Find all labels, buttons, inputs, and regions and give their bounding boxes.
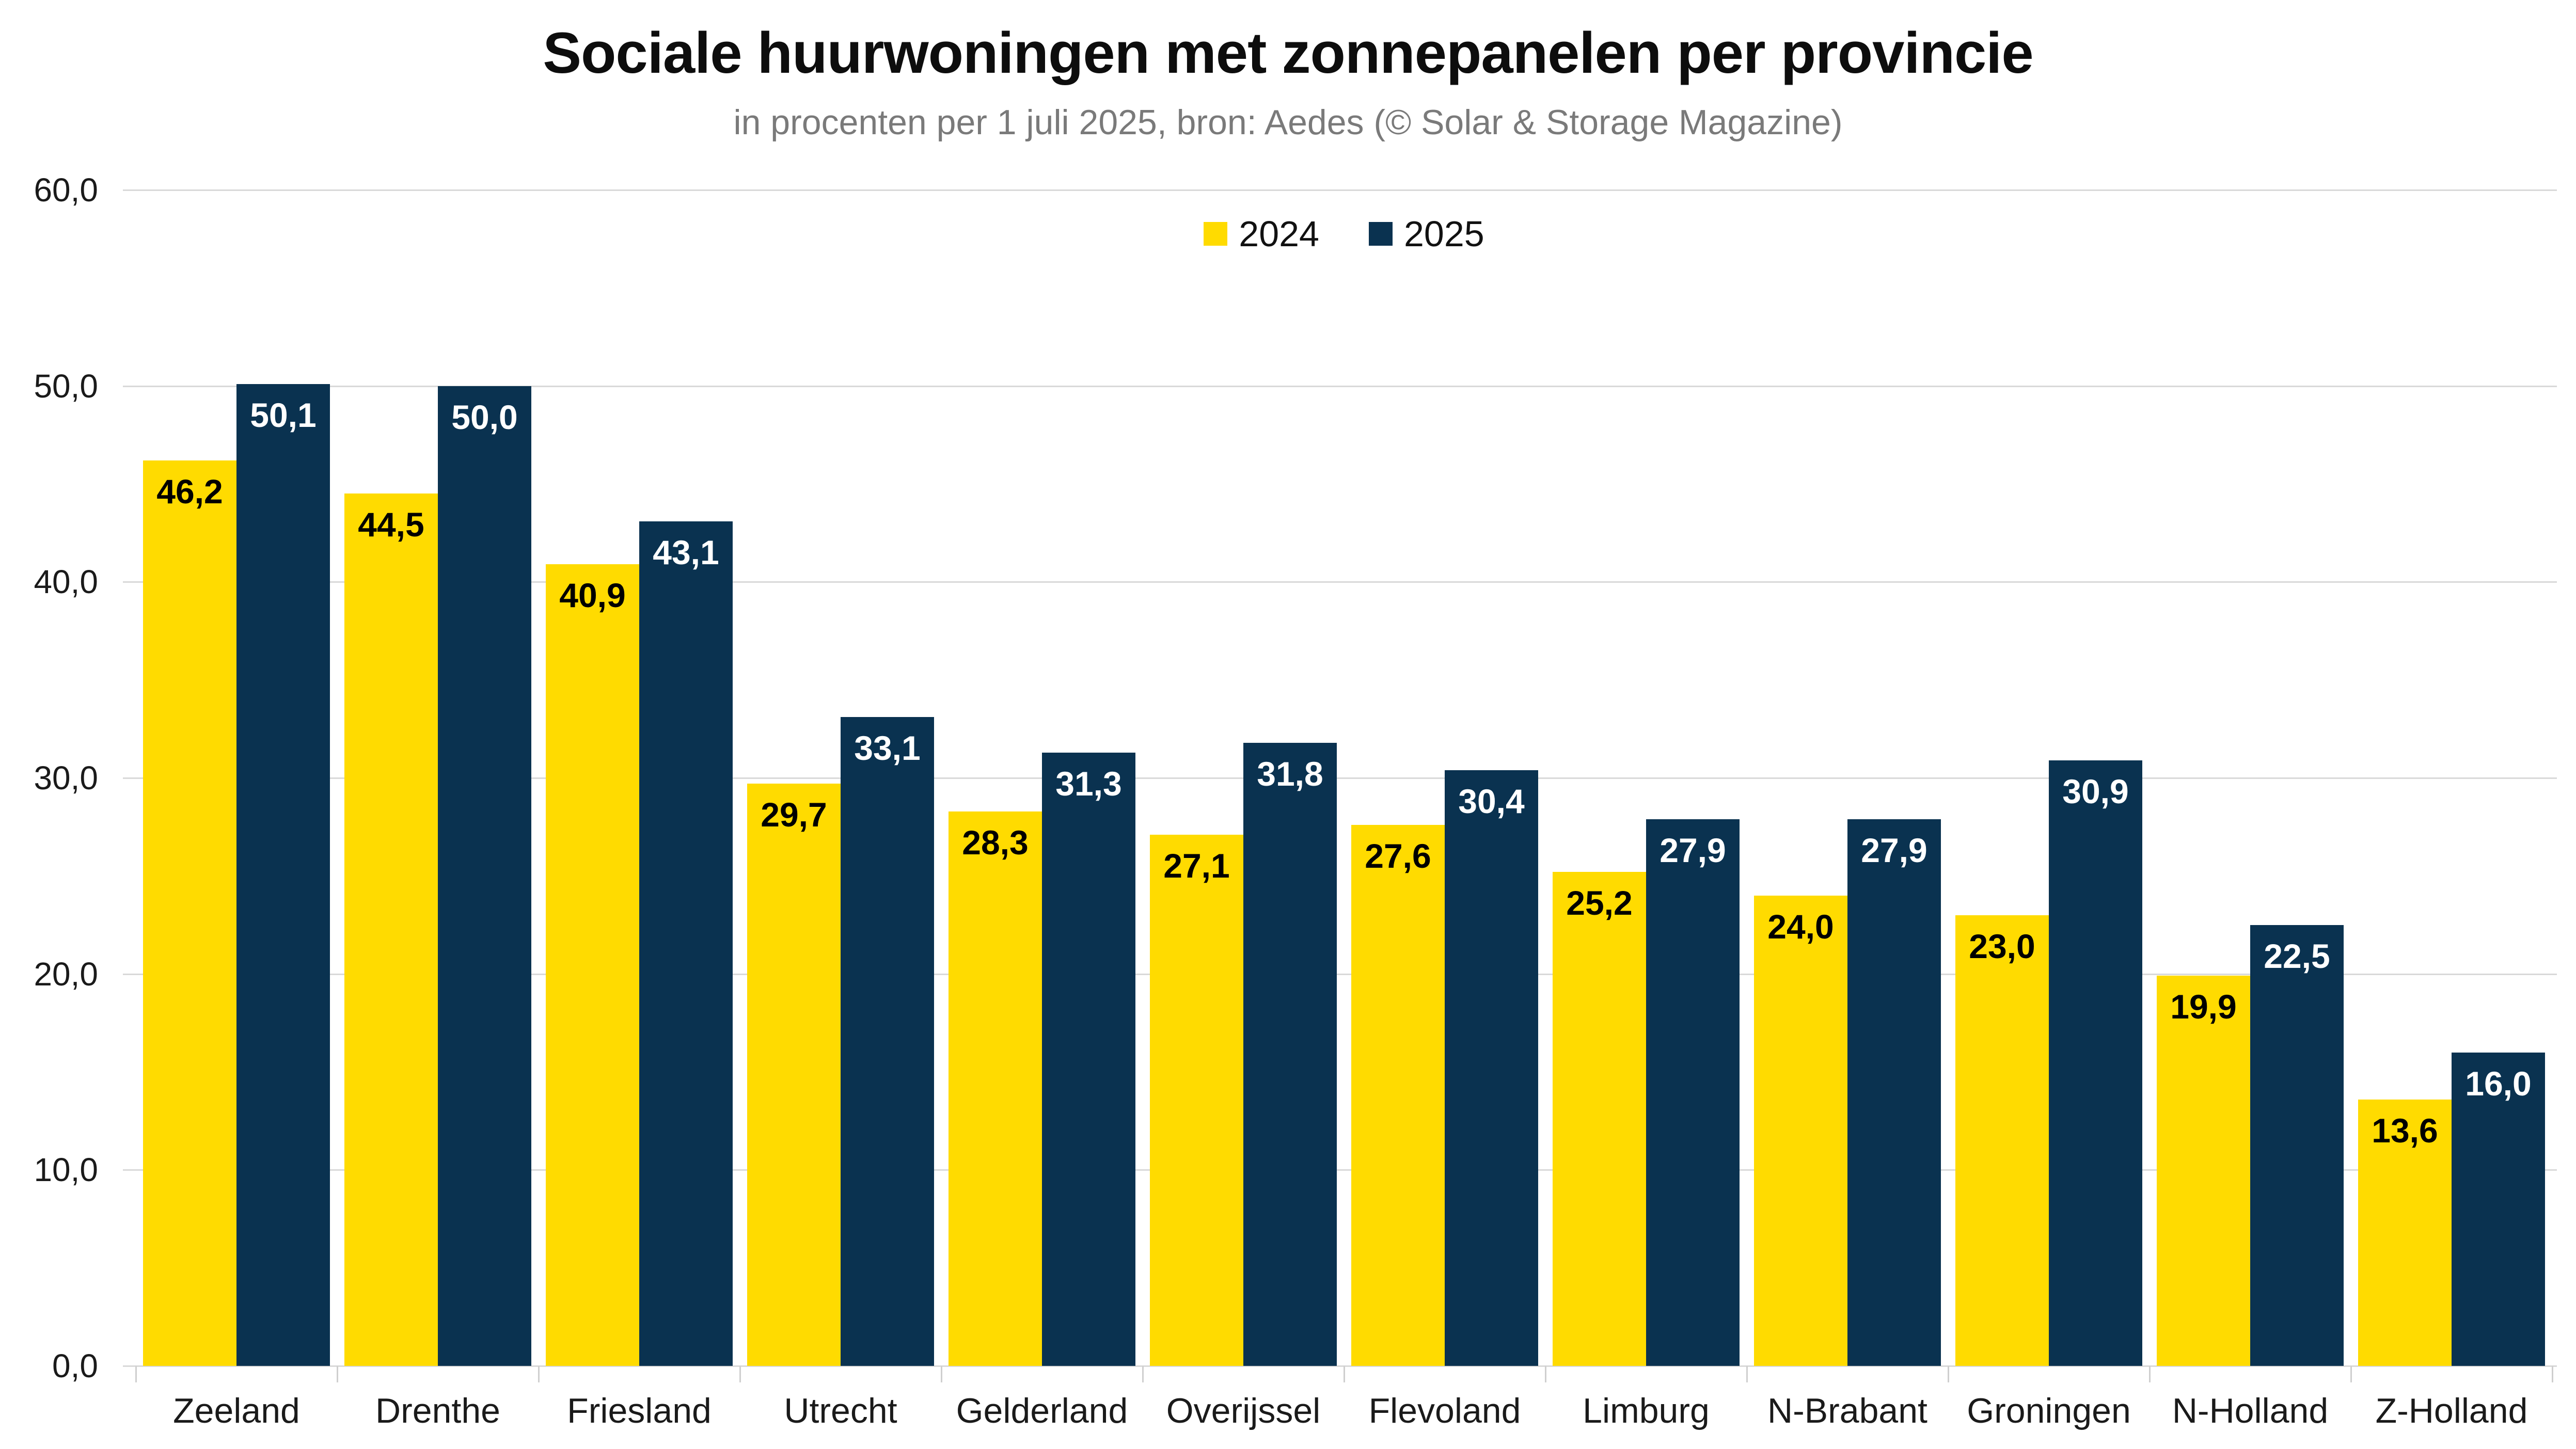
bar-value-label: 22,5 [2264, 936, 2330, 975]
gridline-60 [123, 189, 2557, 191]
y-axis-tick-label: 0,0 [52, 1347, 98, 1384]
bar-value-label: 50,1 [250, 395, 317, 434]
legend-label-2024: 2024 [1239, 214, 1319, 254]
gridline-30 [123, 777, 2557, 779]
x-axis-tick [1545, 1366, 1546, 1382]
bar-2024-gelderland: 28,3 [949, 811, 1042, 1366]
bar-value-label: 29,7 [761, 795, 827, 834]
gridline-50 [123, 385, 2557, 387]
x-axis-tick [2350, 1366, 2352, 1382]
bar-2025-overijssel: 31,8 [1243, 742, 1337, 1366]
gridline-40 [123, 581, 2557, 583]
x-axis-label-gelderland: Gelderland [956, 1391, 1128, 1430]
bar-value-label: 43,1 [653, 533, 719, 571]
bar-2025-gelderland: 31,3 [1042, 752, 1135, 1366]
x-axis-tick [1344, 1366, 1345, 1382]
bar-2025-zeeland: 50,1 [236, 384, 330, 1366]
x-axis-label-flevoland: Flevoland [1368, 1391, 1521, 1430]
y-axis-tick-label: 50,0 [34, 367, 98, 405]
y-axis-tick-label: 60,0 [34, 171, 98, 209]
y-axis-tick-label: 30,0 [34, 759, 98, 797]
gridline-10 [123, 1169, 2557, 1171]
x-axis-label-groningen: Groningen [1967, 1391, 2131, 1430]
bar-2025-drenthe: 50,0 [438, 386, 531, 1366]
x-axis-label-n-holland: N-Holland [2172, 1391, 2329, 1430]
bar-2025-friesland: 43,1 [639, 521, 733, 1366]
bar-value-label: 30,9 [2062, 772, 2129, 810]
bar-value-label: 33,1 [854, 729, 921, 768]
y-axis-tick-label: 10,0 [34, 1151, 98, 1189]
bar-2025-n-holland: 22,5 [2250, 925, 2344, 1366]
bar-value-label: 27,1 [1163, 847, 1230, 885]
bar-value-label: 13,6 [2372, 1111, 2438, 1150]
x-axis-tick [538, 1366, 540, 1382]
bar-2024-overijssel: 27,1 [1150, 835, 1243, 1366]
bar-value-label: 25,2 [1566, 884, 1633, 922]
chart-title: Sociale huurwoningen met zonnepanelen pe… [543, 21, 2033, 85]
x-axis-tick [2552, 1366, 2553, 1382]
bar-value-label: 23,0 [1969, 927, 2035, 965]
x-axis-label-zeeland: Zeeland [173, 1391, 300, 1430]
gridline-20 [123, 973, 2557, 975]
legend-item-2025: 2025 [1369, 213, 1484, 254]
bar-value-label: 24,0 [1767, 907, 1834, 946]
x-axis-tick [1142, 1366, 1144, 1382]
legend-swatch-2024 [1204, 222, 1228, 246]
bar-2024-z-holland: 13,6 [2358, 1099, 2452, 1366]
legend: 2024 2025 [136, 213, 2552, 254]
bar-2024-zeeland: 46,2 [143, 460, 236, 1366]
bar-2024-flevoland: 27,6 [1351, 825, 1445, 1366]
x-axis-tick [135, 1366, 137, 1382]
x-axis-tick [1746, 1366, 1748, 1382]
x-axis-tick [337, 1366, 338, 1382]
legend-swatch-2025 [1369, 222, 1393, 246]
bar-value-label: 27,6 [1365, 837, 1431, 875]
y-axis-tick-label: 40,0 [34, 563, 98, 601]
bar-2025-limburg: 27,9 [1646, 819, 1740, 1366]
legend-label-2025: 2025 [1404, 214, 1484, 254]
x-axis-label-overijssel: Overijssel [1166, 1391, 1321, 1430]
bar-2025-n-brabant: 27,9 [1847, 819, 1941, 1366]
bar-2025-utrecht: 33,1 [841, 717, 934, 1366]
x-axis-label-z-holland: Z-Holland [2375, 1391, 2528, 1430]
bar-value-label: 40,9 [559, 576, 626, 615]
bar-value-label: 28,3 [962, 823, 1029, 862]
bar-2024-groningen: 23,0 [1955, 915, 2049, 1366]
bar-value-label: 46,2 [156, 472, 223, 511]
x-axis-label-n-brabant: N-Brabant [1767, 1391, 1927, 1430]
bar-value-label: 30,4 [1458, 782, 1525, 820]
legend-item-2024: 2024 [1204, 213, 1319, 254]
bar-value-label: 27,9 [1660, 831, 1726, 869]
bar-2025-z-holland: 16,0 [2452, 1052, 2545, 1366]
y-axis-tick-label: 20,0 [34, 955, 98, 993]
bar-2024-n-brabant: 24,0 [1754, 895, 1847, 1366]
chart-subtitle: in procenten per 1 juli 2025, bron: Aede… [733, 103, 1843, 142]
bar-2024-utrecht: 29,7 [747, 784, 841, 1366]
bar-value-label: 44,5 [358, 505, 424, 544]
x-axis-tick [941, 1366, 942, 1382]
bar-2025-flevoland: 30,4 [1445, 770, 1538, 1366]
x-axis-label-friesland: Friesland [567, 1391, 712, 1430]
x-axis-tick [2149, 1366, 2151, 1382]
bar-value-label: 16,0 [2465, 1064, 2532, 1103]
x-axis-label-drenthe: Drenthe [375, 1391, 500, 1430]
x-axis-tick [739, 1366, 741, 1382]
gridline-0 [123, 1365, 2557, 1367]
bar-2024-limburg: 25,2 [1553, 872, 1646, 1366]
bar-2024-friesland: 40,9 [546, 564, 639, 1366]
bar-2025-groningen: 30,9 [2049, 760, 2142, 1366]
bar-2024-drenthe: 44,5 [344, 493, 438, 1366]
bar-value-label: 50,0 [451, 397, 518, 436]
x-axis-label-utrecht: Utrecht [784, 1391, 897, 1430]
bar-value-label: 19,9 [2170, 988, 2237, 1026]
x-axis-label-limburg: Limburg [1583, 1391, 1710, 1430]
bar-value-label: 31,8 [1257, 754, 1323, 793]
x-axis-tick [1948, 1366, 1949, 1382]
bar-value-label: 27,9 [1861, 831, 1927, 869]
bar-value-label: 31,3 [1055, 764, 1122, 803]
bar-2024-n-holland: 19,9 [2157, 976, 2250, 1366]
